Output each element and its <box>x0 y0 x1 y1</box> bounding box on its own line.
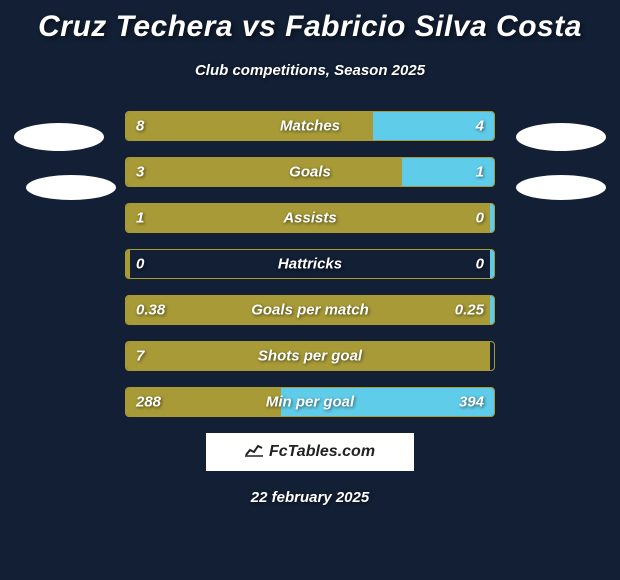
stat-bar-left <box>126 250 130 278</box>
player-right-logo-2 <box>516 175 606 200</box>
stat-bar-right <box>490 296 494 324</box>
stat-label: Min per goal <box>266 394 354 411</box>
stat-label: Hattricks <box>278 256 342 273</box>
stat-label: Matches <box>280 118 340 135</box>
player-right-logo-1 <box>516 123 606 151</box>
player-left-logo-1 <box>14 123 104 151</box>
stat-row: 1 Assists 0 <box>125 203 495 233</box>
badge-text: FcTables.com <box>269 443 375 461</box>
stat-row: 3 Goals 1 <box>125 157 495 187</box>
stat-value-right: 0.25 <box>455 302 484 319</box>
stat-row: 8 Matches 4 <box>125 111 495 141</box>
stat-row: 288 Min per goal 394 <box>125 387 495 417</box>
page-title: Cruz Techera vs Fabricio Silva Costa <box>0 0 620 44</box>
stat-value-right: 1 <box>476 164 484 181</box>
stat-value-left: 3 <box>136 164 144 181</box>
fctables-badge: FcTables.com <box>206 433 414 471</box>
chart-icon <box>245 443 263 462</box>
stat-label: Goals <box>289 164 331 181</box>
stat-row: 7 Shots per goal <box>125 341 495 371</box>
stat-value-left: 7 <box>136 348 144 365</box>
stat-value-right: 0 <box>476 256 484 273</box>
stat-value-right: 0 <box>476 210 484 227</box>
stat-bar-left <box>126 158 402 186</box>
stat-row: 0 Hattricks 0 <box>125 249 495 279</box>
stat-label: Goals per match <box>251 302 369 319</box>
stat-value-left: 1 <box>136 210 144 227</box>
stat-label: Assists <box>283 210 336 227</box>
stat-row: 0.38 Goals per match 0.25 <box>125 295 495 325</box>
stat-value-right: 394 <box>459 394 484 411</box>
stat-value-right: 4 <box>476 118 484 135</box>
stat-value-left: 0 <box>136 256 144 273</box>
stat-label: Shots per goal <box>258 348 362 365</box>
stat-bar-right <box>490 204 494 232</box>
stat-value-left: 288 <box>136 394 161 411</box>
player-left-logo-2 <box>26 175 116 200</box>
stat-value-left: 8 <box>136 118 144 135</box>
date-label: 22 february 2025 <box>0 489 620 506</box>
stats-container: 8 Matches 4 3 Goals 1 1 Assists 0 0 Hattricks 0 0.38… <box>125 111 495 417</box>
stat-bar-right <box>490 250 494 278</box>
page-subtitle: Club competitions, Season 2025 <box>0 62 620 79</box>
stat-value-left: 0.38 <box>136 302 165 319</box>
